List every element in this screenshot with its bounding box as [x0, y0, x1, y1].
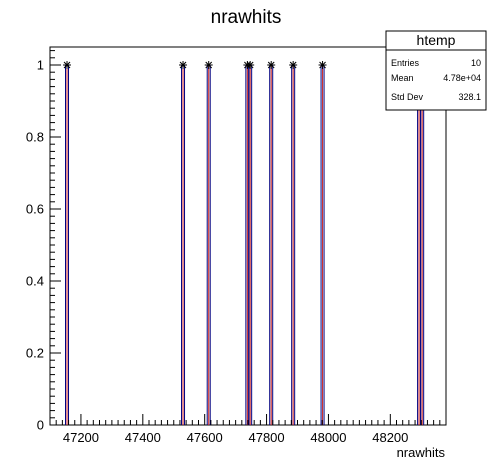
data-point-marker — [289, 61, 298, 69]
histogram-bars — [65, 64, 425, 425]
marker-stroke — [289, 61, 297, 69]
stats-stddev-label: Std Dev — [391, 92, 424, 102]
x-tick-label: 48200 — [372, 430, 408, 445]
y-axis: 0 0.2 0.4 0.6 0.8 1 — [26, 50, 61, 433]
marker-stroke — [179, 61, 187, 69]
x-tick-label: 47200 — [63, 430, 99, 445]
x-axis-title: nrawhits — [397, 445, 446, 460]
x-tick-label: 47400 — [125, 430, 161, 445]
stats-entries-value: 10 — [471, 58, 481, 68]
x-tick-label: 47600 — [187, 430, 223, 445]
data-point-marker — [63, 61, 72, 69]
marker-stroke — [205, 61, 213, 69]
data-point-marker — [179, 61, 188, 69]
data-point-marker — [318, 61, 327, 69]
stats-box: htemp Entries 10 Mean 4.78e+04 Std Dev 3… — [385, 30, 487, 111]
x-tick-label: 47800 — [248, 430, 284, 445]
x-tick-label: 48000 — [310, 430, 346, 445]
marker-stroke — [267, 61, 275, 69]
data-point-marker — [267, 61, 276, 69]
stats-mean-label: Mean — [391, 73, 414, 83]
chart-title: nrawhits — [211, 7, 282, 28]
y-tick-label: 1 — [37, 58, 44, 73]
y-tick-label: 0 — [37, 418, 44, 433]
stats-box-name: htemp — [417, 32, 456, 48]
y-tick-label: 0.6 — [26, 202, 44, 217]
stats-stddev-value: 328.1 — [458, 92, 481, 102]
y-tick-label: 0.4 — [26, 274, 44, 289]
marker-stroke — [246, 61, 254, 69]
marker-stroke — [63, 61, 71, 69]
y-tick-label: 0.2 — [26, 346, 44, 361]
data-markers — [63, 61, 427, 69]
data-point-marker — [204, 61, 213, 69]
x-axis: 47200 47400 47600 47800 48000 48200 — [49, 414, 447, 445]
marker-stroke — [319, 61, 326, 69]
stats-mean-value: 4.78e+04 — [443, 73, 481, 83]
y-tick-label: 0.8 — [26, 130, 44, 145]
data-point-marker — [246, 61, 255, 69]
stats-box-frame — [385, 30, 487, 111]
stats-entries-label: Entries — [391, 58, 420, 68]
